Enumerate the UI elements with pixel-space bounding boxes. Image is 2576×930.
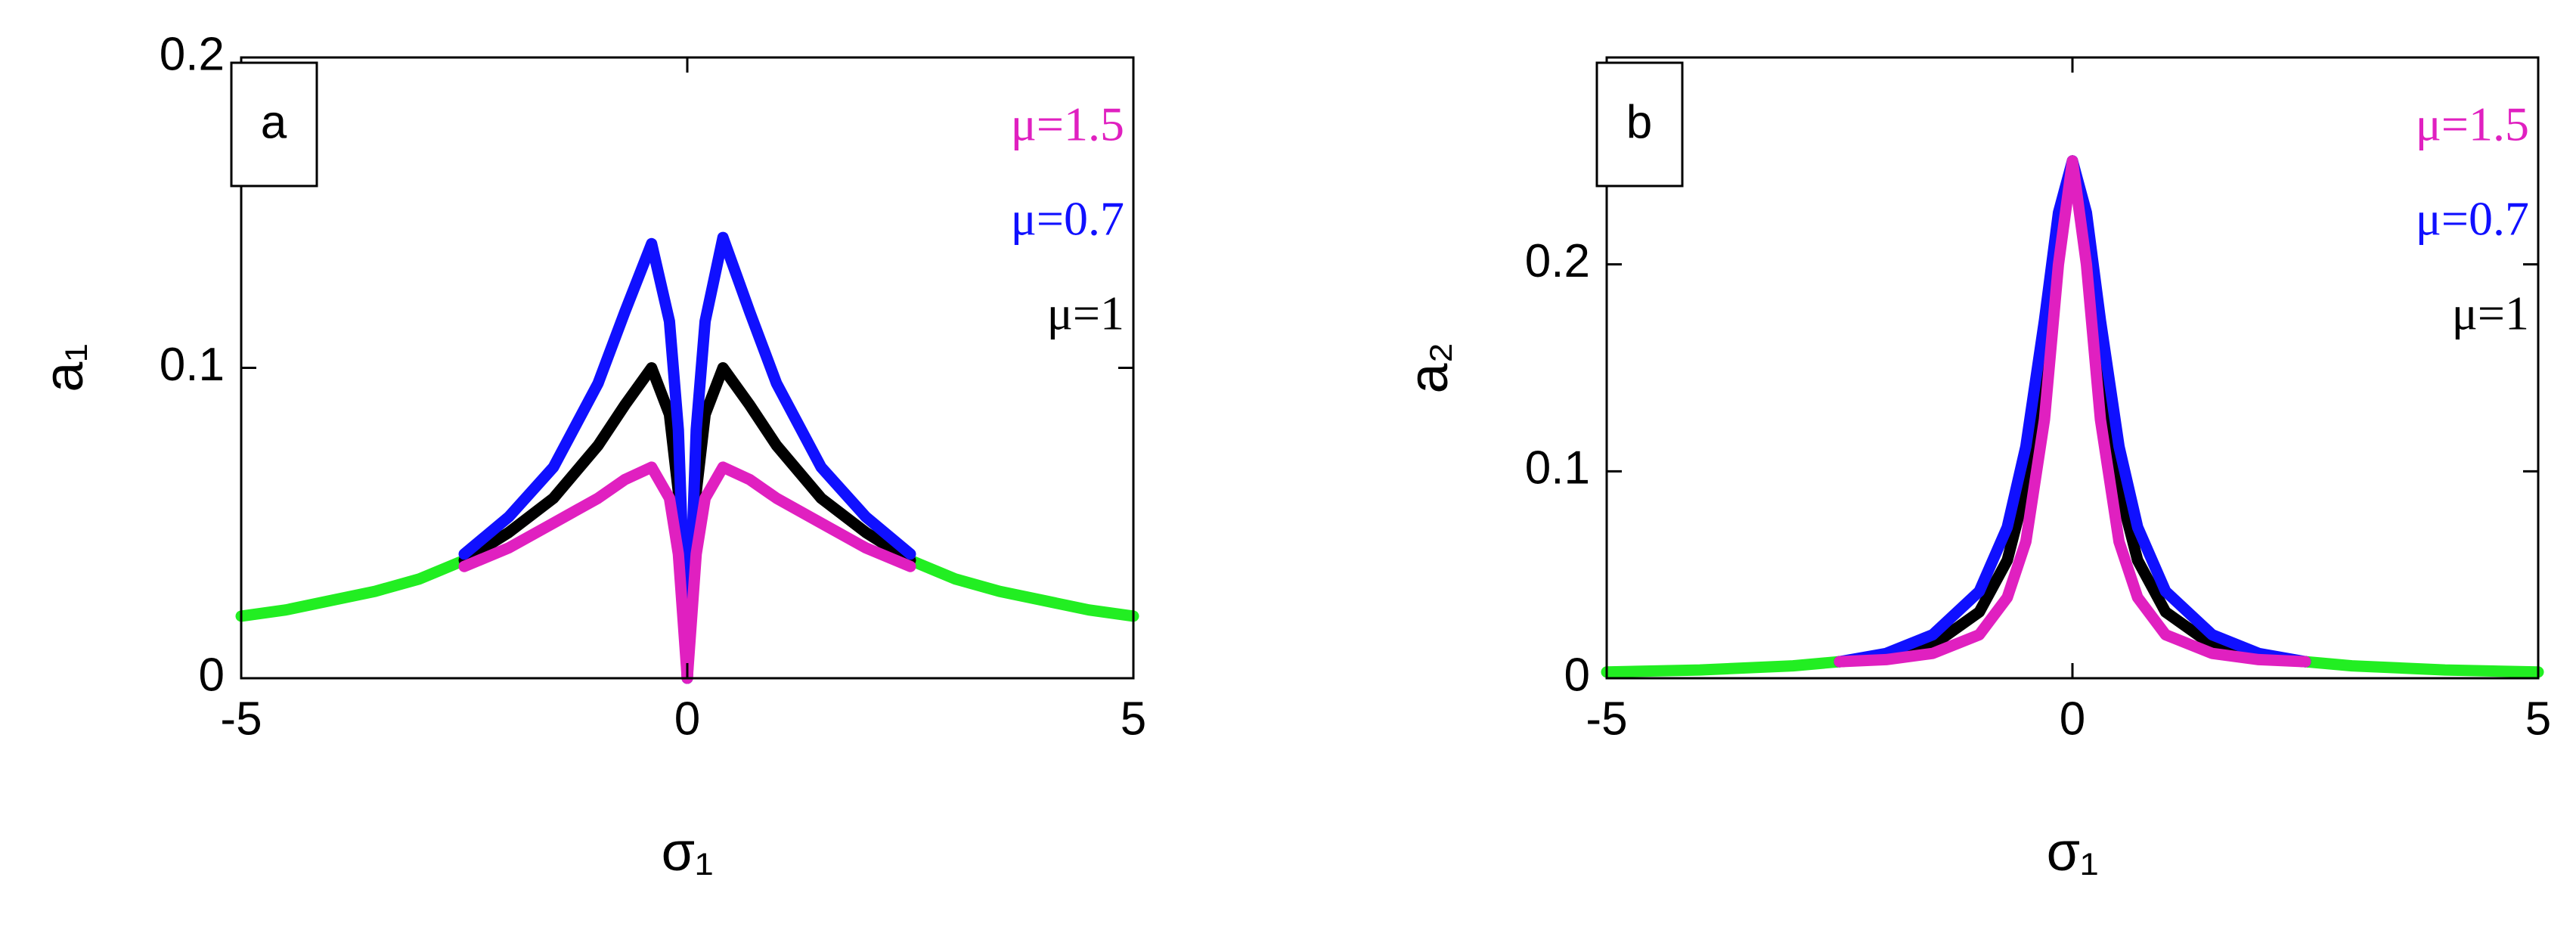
x-tick-label: -5 [220,693,262,745]
y-tick-label: 0.1 [1525,442,1590,494]
legend-entry: μ=1 [2452,287,2529,340]
panel-label: a [261,96,287,148]
x-axis-label: σ₁ [662,822,714,882]
plot-frame [1605,56,2540,680]
x-tick-label: 5 [1121,693,1146,745]
y-tick-label: 0.2 [160,28,225,80]
x-tick-label: 0 [2060,693,2085,745]
x-tick-label: -5 [1586,693,1627,745]
y-tick-label: 0 [199,649,225,701]
y-tick-label: 0.2 [1525,235,1590,287]
panel-label: b [1626,96,1652,148]
series-line [1834,155,2311,668]
x-axis-label: σ₁ [2047,822,2099,882]
panel-label-box [230,61,318,188]
series-line [1834,155,2311,668]
panel-label-box [1595,61,1684,188]
y-tick-label: 0 [1564,649,1590,701]
y-axis-label: a₂ [1399,343,1459,394]
y-tick-label: 0.1 [160,339,225,391]
series-line [1601,656,2544,678]
legend-entry: μ=0.7 [1011,192,1124,246]
x-tick-label: 5 [2525,693,2551,745]
legend-entry: μ=1.5 [2416,98,2529,151]
series-line [235,554,1139,622]
legend-entry: μ=1.5 [1011,98,1124,151]
legend-entry: μ=1 [1047,287,1124,340]
series-line [1834,155,2311,668]
y-axis-label: a₁ [34,343,95,392]
legend-entry: μ=0.7 [2416,192,2529,246]
x-tick-label: 0 [674,693,700,745]
